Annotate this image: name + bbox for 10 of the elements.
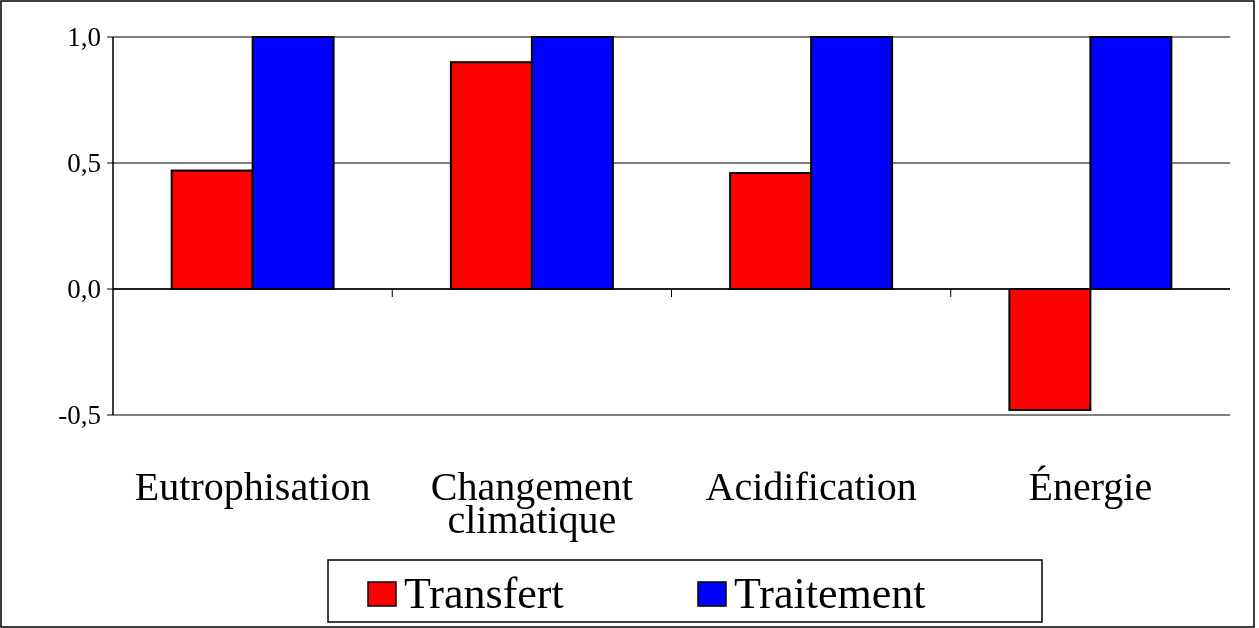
x-tick-label: Eutrophisation [134,464,371,509]
y-tick-label: 1,0 [67,22,101,53]
x-tick-label: Changement climatique [430,464,633,542]
x-tick-label: Énergie [1028,464,1153,509]
y-tick-label: 0,0 [67,274,101,305]
x-tick-label: Acidification [705,464,917,509]
y-tick-label: -0,5 [58,400,101,431]
y-tick-label: 0,5 [67,148,101,179]
legend-label: Transfert [404,569,564,618]
legend-label: Traitement [734,569,926,618]
